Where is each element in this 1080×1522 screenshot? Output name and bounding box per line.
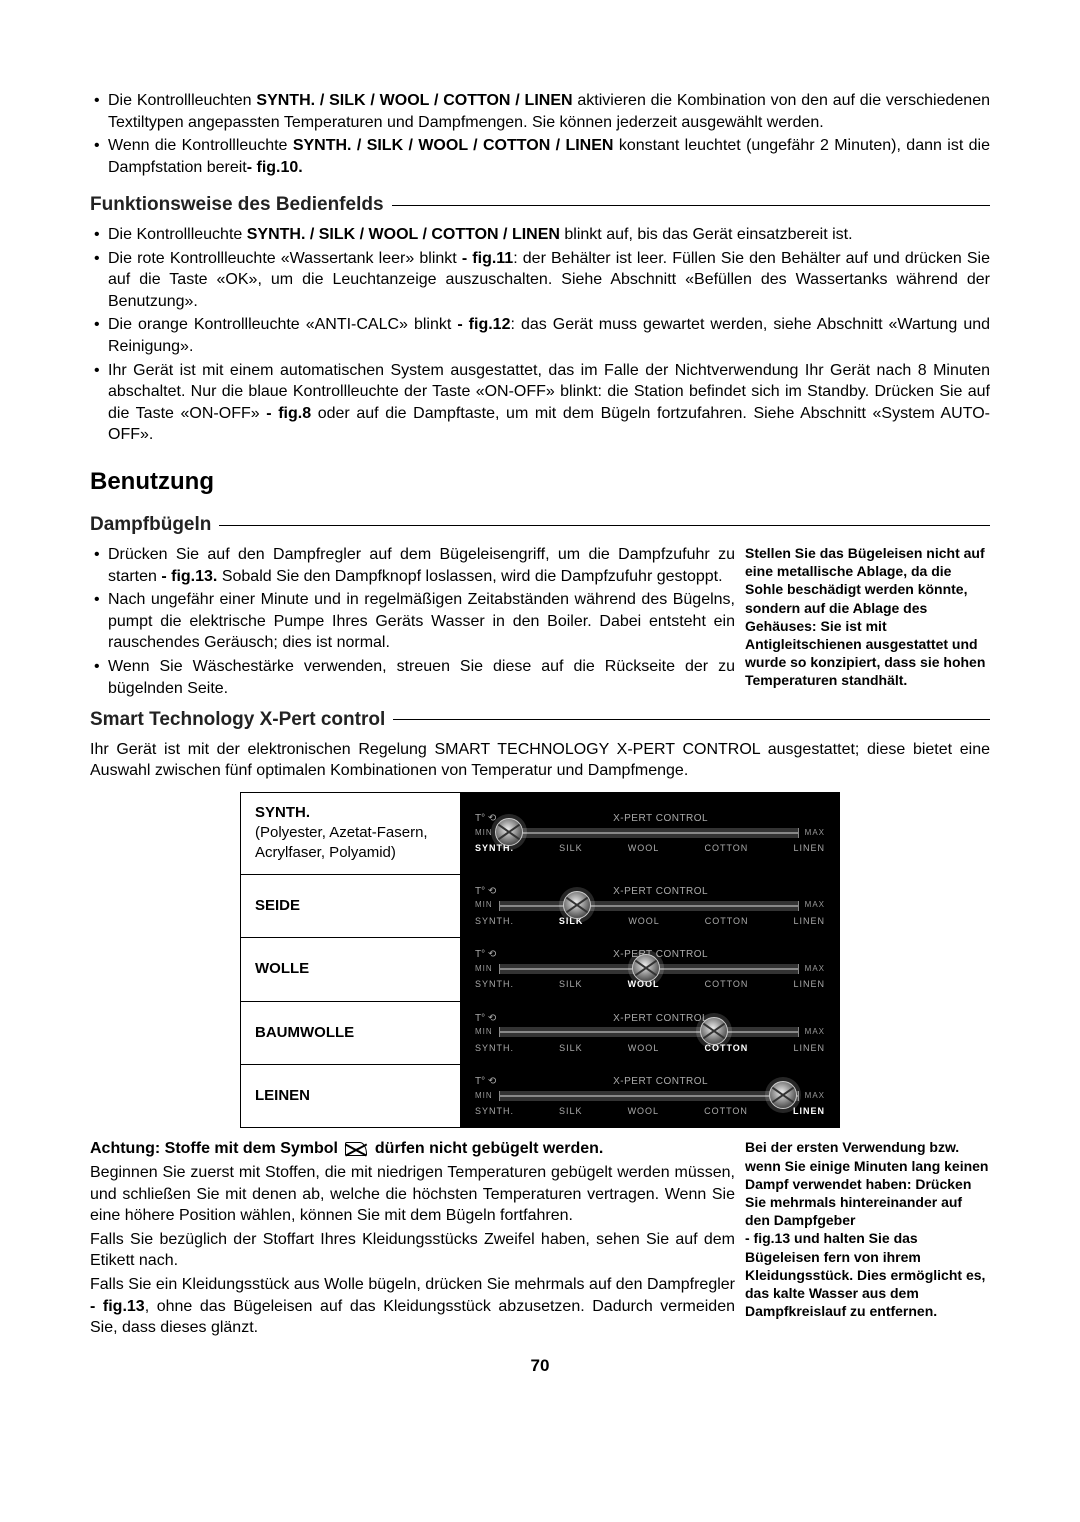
list-item: Wenn Sie Wäschestärke verwenden, streuen… [108,656,990,699]
table-row: WOLLET° ⟲X-PERT CONTROLMINMAXSYNTH.SILKW… [241,938,840,1001]
section-funktionsweise-heading: Funktionsweise des Bedienfelds [90,192,990,218]
list-item: Die Kontrollleuchte SYNTH. / SILK / WOOL… [108,224,990,246]
usage-side-note: Bei der ersten Verwendung bzw. wenn Sie … [745,1138,990,1320]
table-row: SYNTH.(Polyester, Azetat-Fasern, Acrylfa… [241,792,840,874]
fabric-panel-cell: T° ⟲X-PERT CONTROLMINMAXSYNTH.SILKWOOLCO… [461,874,840,937]
heading-rule [392,205,990,206]
section-xpert-heading: Smart Technology X-Pert control [90,707,990,733]
xpert-body: Ihr Gerät ist mit der elektronischen Reg… [90,739,990,782]
main-heading: Benutzung [90,466,990,498]
heading-text: Smart Technology X-Pert control [90,707,385,733]
list-item: Ihr Gerät ist mit einem automatischen Sy… [108,360,990,446]
no-iron-icon [345,1142,367,1156]
table-row: LEINENT° ⟲X-PERT CONTROLMINMAXSYNTH.SILK… [241,1065,840,1128]
fabric-panel-cell: T° ⟲X-PERT CONTROLMINMAXSYNTH.SILKWOOLCO… [461,792,840,874]
section1-bullets: Die Kontrollleuchte SYNTH. / SILK / WOOL… [90,224,990,446]
list-item: Drücken Sie auf den Dampfregler auf dem … [108,544,990,587]
table-row: BAUMWOLLET° ⟲X-PERT CONTROLMINMAXSYNTH.S… [241,1001,840,1064]
fabric-label-cell: WOLLE [241,938,461,1001]
table-row: SEIDET° ⟲X-PERT CONTROLMINMAXSYNTH.SILKW… [241,874,840,937]
list-item: Die orange Kontrollleuchte «ANTI-CALC» b… [108,314,990,357]
warning-post: dürfen nicht gebügelt werden. [370,1140,603,1157]
heading-text: Dampfbügeln [90,512,211,538]
fabric-label-cell: BAUMWOLLE [241,1001,461,1064]
heading-text: Funktionsweise des Bedienfelds [90,192,384,218]
fabric-label-cell: LEINEN [241,1065,461,1128]
fabric-panel-cell: T° ⟲X-PERT CONTROLMINMAXSYNTH.SILKWOOLCO… [461,1001,840,1064]
heading-rule [393,719,990,720]
fabric-panel-cell: T° ⟲X-PERT CONTROLMINMAXSYNTH.SILKWOOLCO… [461,1065,840,1128]
intro-bullets: Die Kontrollleuchten SYNTH. / SILK / WOO… [90,90,990,178]
page-number: 70 [90,1355,990,1378]
section-dampfbuegeln-heading: Dampfbügeln [90,512,990,538]
fabric-panel-cell: T° ⟲X-PERT CONTROLMINMAXSYNTH.SILKWOOLCO… [461,938,840,1001]
fabric-label-cell: SYNTH.(Polyester, Azetat-Fasern, Acrylfa… [241,792,461,874]
heading-rule [219,525,990,526]
fabric-label-cell: SEIDE [241,874,461,937]
section2-bullets: Drücken Sie auf den Dampfregler auf dem … [90,544,990,699]
warning-pre: Achtung: Stoffe mit dem Symbol [90,1140,342,1157]
list-item: Die Kontrollleuchten SYNTH. / SILK / WOO… [108,90,990,133]
fabric-table: SYNTH.(Polyester, Azetat-Fasern, Acrylfa… [240,792,840,1129]
list-item: Die rote Kontrollleuchte «Wassertank lee… [108,248,990,313]
list-item: Wenn die Kontrollleuchte SYNTH. / SILK /… [108,135,990,178]
list-item: Nach ungefähr einer Minute und in regelm… [108,589,990,654]
